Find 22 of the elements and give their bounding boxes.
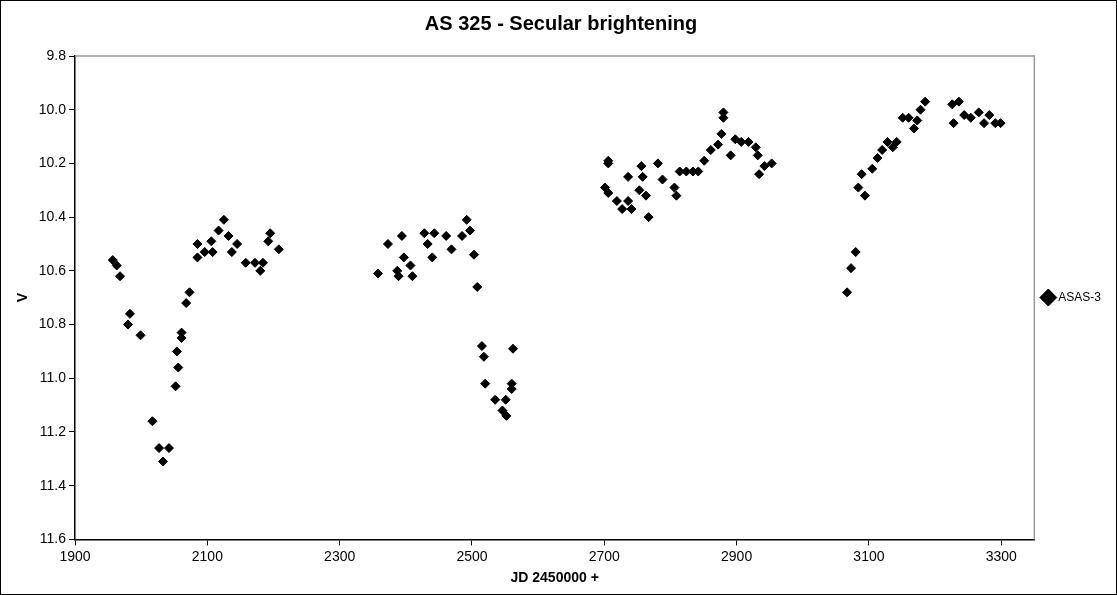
y-tick-label: 10.4: [38, 207, 67, 224]
y-tick-label: 10.2: [38, 154, 67, 171]
y-tick-label: 11.0: [39, 369, 67, 386]
chart-title: AS 325 - Secular brightening: [424, 11, 698, 34]
y-tick-label: 11.2: [39, 422, 67, 439]
x-tick-label: 3100: [853, 547, 885, 564]
x-tick-label: 2100: [191, 547, 224, 564]
legend-label: ASAS-3: [1058, 289, 1102, 304]
x-tick-label: 2900: [721, 547, 753, 564]
y-tick-label: 10.6: [38, 261, 67, 278]
x-tick-label: 2300: [324, 547, 356, 564]
y-tick-label: 11.4: [39, 476, 67, 493]
y-tick-label: 11.6: [39, 530, 67, 547]
y-axis-title: V: [14, 292, 31, 303]
x-tick-label: 2700: [588, 547, 621, 564]
x-tick-label: 3300: [985, 547, 1018, 564]
x-axis-title: JD 2450000 +: [510, 569, 599, 586]
y-tick-label: 9.8: [46, 46, 67, 63]
y-tick-label: 10.0: [38, 100, 67, 117]
x-tick-label: 1900: [59, 547, 91, 564]
x-tick-label: 2500: [456, 547, 488, 564]
y-tick-label: 10.8: [38, 315, 67, 332]
